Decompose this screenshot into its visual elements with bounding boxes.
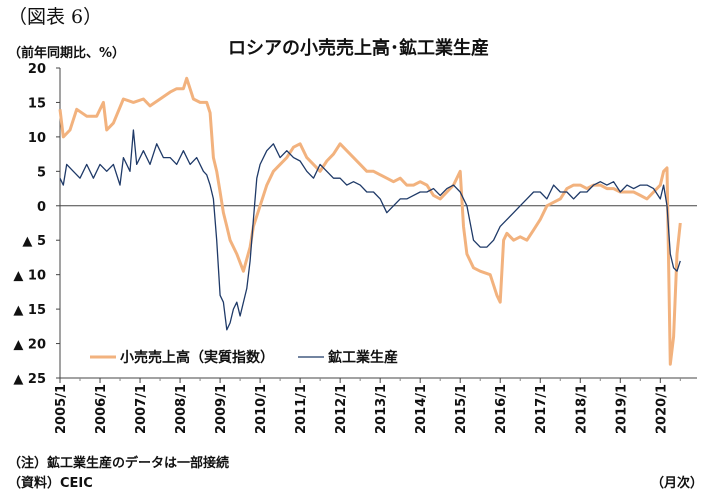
y-tick-label: 10 <box>28 131 46 146</box>
x-tick-label: 2016/1 <box>494 384 509 434</box>
x-tick-label: 2010/1 <box>254 384 269 434</box>
x-tick-label: 2011/1 <box>294 384 309 434</box>
x-tick-label: 2008/1 <box>174 384 189 434</box>
figure-label: （図表 6） <box>8 6 103 28</box>
x-tick-label: 2015/1 <box>454 384 469 434</box>
y-tick-label: ▲ 20 <box>13 338 46 353</box>
chart-axes: 20 15 10 5 0 ▲ 5 ▲ 10 ▲ 15 ▲ 20 ▲ 25 2005/1 2006/1 2… <box>13 62 697 434</box>
x-tick-label: 2017/1 <box>534 384 549 434</box>
x-tick-label: 2007/1 <box>134 384 149 434</box>
x-tick-label: 2014/1 <box>414 384 429 434</box>
x-unit-label: （月次） <box>650 476 703 491</box>
legend-label-industrial-production: 鉱工業生産 <box>328 349 398 366</box>
x-tick-label: 2005/1 <box>54 384 69 434</box>
y-tick-label: ▲ 5 <box>22 234 46 249</box>
y-tick-label: 20 <box>28 62 46 77</box>
chart-title: ロシアの小売売上高･鉱工業生産 <box>228 38 489 59</box>
x-tick-label: 2018/1 <box>574 384 589 434</box>
chart-note: （注）鉱工業生産のデータは一部接続 <box>8 456 230 471</box>
legend-label-retail-sales: 小売売上高（実質指数） <box>120 349 274 366</box>
x-tick-label: 2020/1 <box>654 384 669 434</box>
x-tick-label: 2012/1 <box>334 384 349 434</box>
series-line-retail-sales <box>58 76 682 366</box>
y-tick-label: 0 <box>37 200 46 215</box>
y-unit-label: （前年同期比、%） <box>8 46 126 61</box>
x-tick-label: 2019/1 <box>614 384 629 434</box>
series-line-industrial-production <box>59 129 681 331</box>
y-tick-label: ▲ 25 <box>13 372 46 387</box>
x-tick-label: 2013/1 <box>374 384 389 434</box>
chart-source: （資料）CEIC <box>8 476 93 491</box>
x-tick-label: 2009/1 <box>214 384 229 434</box>
y-tick-label: ▲ 15 <box>13 303 46 318</box>
y-tick-label: ▲ 10 <box>13 269 46 284</box>
x-tick-label: 2006/1 <box>94 384 109 434</box>
chart-legend: 小売売上高（実質指数） 鉱工業生産 <box>90 349 398 366</box>
series-layer <box>58 76 682 366</box>
y-tick-label: 5 <box>37 165 46 180</box>
y-tick-label: 15 <box>28 96 46 111</box>
